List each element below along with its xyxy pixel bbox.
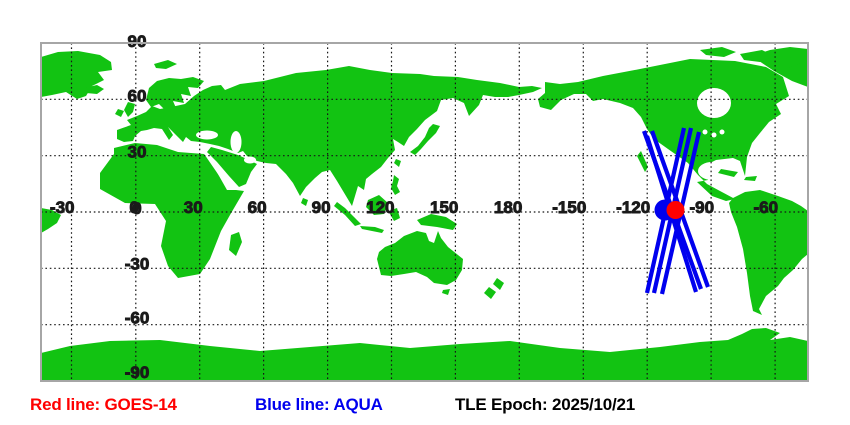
landmass-south-america-wrap	[41, 208, 61, 233]
landmass-taiwan	[394, 159, 401, 167]
landmass-new-zealand-north	[493, 278, 504, 290]
legend-aqua: Blue line: AQUA	[255, 395, 383, 414]
landmass-new-guinea	[417, 214, 457, 230]
longitude-label: -150	[552, 198, 586, 217]
longitude-label: 180	[494, 198, 522, 217]
longitude-label: 30	[184, 198, 203, 217]
landmass-arabia	[207, 147, 257, 187]
landmass-australia	[377, 231, 463, 285]
gulf-of-mexico-water	[698, 162, 726, 180]
latitude-label: 30	[128, 143, 147, 162]
longitude-label: 0	[129, 198, 138, 217]
landmass-baja-california	[637, 151, 648, 172]
longitude-label: 150	[430, 198, 458, 217]
landmass-eurasia	[117, 66, 542, 206]
landmass-svalbard	[154, 60, 177, 69]
latitude-label: 90	[128, 32, 147, 51]
landmass-greenland-west	[41, 51, 112, 99]
landmass-antarctica	[41, 328, 808, 380]
landmass-madagascar	[229, 232, 242, 256]
longitude-label: -30	[50, 198, 75, 217]
landmass-africa	[100, 143, 244, 278]
landmass-ireland	[115, 109, 124, 117]
landmass-hispaniola	[744, 176, 757, 181]
longitude-label: -90	[690, 198, 715, 217]
landmass-sumatra	[334, 202, 361, 226]
great-lake-2	[719, 129, 725, 135]
landmass-japan	[410, 124, 440, 155]
landmass-sulawesi	[390, 208, 400, 221]
longitude-label: -60	[754, 198, 779, 217]
longitude-label: 90	[312, 198, 331, 217]
landmass-britain	[124, 102, 135, 117]
sea-of-okhotsk-water	[443, 102, 461, 122]
caspian-sea-water	[230, 131, 242, 153]
great-lake-1	[711, 132, 717, 138]
legend-goes14: Red line: GOES-14	[30, 395, 177, 414]
latitude-label: -60	[125, 309, 150, 328]
landmass-arctic-islands-1	[700, 47, 736, 57]
latitude-label: -30	[125, 254, 150, 273]
landmass-philippines	[391, 175, 400, 195]
landmass-java	[360, 226, 384, 233]
latitude-labels: 90 60 30 0 -30 -60 -90	[124, 32, 150, 383]
inland-seas	[196, 88, 731, 187]
red-sea-water	[204, 153, 230, 187]
landmass-south-america	[729, 190, 808, 315]
latitude-label: 0	[132, 199, 141, 218]
landmass-sri-lanka	[301, 198, 308, 206]
landmass-iceland	[84, 85, 104, 94]
hudson-bay-water	[697, 88, 731, 118]
landmass-arctic-islands-3	[776, 57, 801, 68]
landmass-borneo	[366, 195, 388, 215]
longitude-label: 60	[248, 198, 267, 217]
landmass-arctic-islands-2	[740, 50, 774, 62]
tle-epoch-label: TLE Epoch: 2025/10/21	[455, 395, 636, 414]
landmass-scandinavia	[146, 77, 204, 111]
landmass-new-zealand-south	[484, 287, 496, 299]
map-border	[40, 42, 809, 382]
latitude-label: -90	[125, 363, 150, 382]
islands	[718, 169, 757, 181]
landmass-cuba	[718, 169, 738, 177]
latitude-label: 60	[128, 86, 147, 105]
longitude-label: 120	[366, 198, 394, 217]
landmass-tasmania	[442, 289, 450, 295]
longitude-label: -120	[616, 198, 650, 217]
great-lake-0	[702, 129, 708, 135]
longitude-labels: -30 0 30 60 90 120 150 180 -150 -120 -90 -60	[49, 198, 779, 218]
goes14-position-marker	[666, 201, 685, 219]
persian-gulf-water	[244, 156, 256, 164]
black-sea-water	[196, 130, 218, 140]
